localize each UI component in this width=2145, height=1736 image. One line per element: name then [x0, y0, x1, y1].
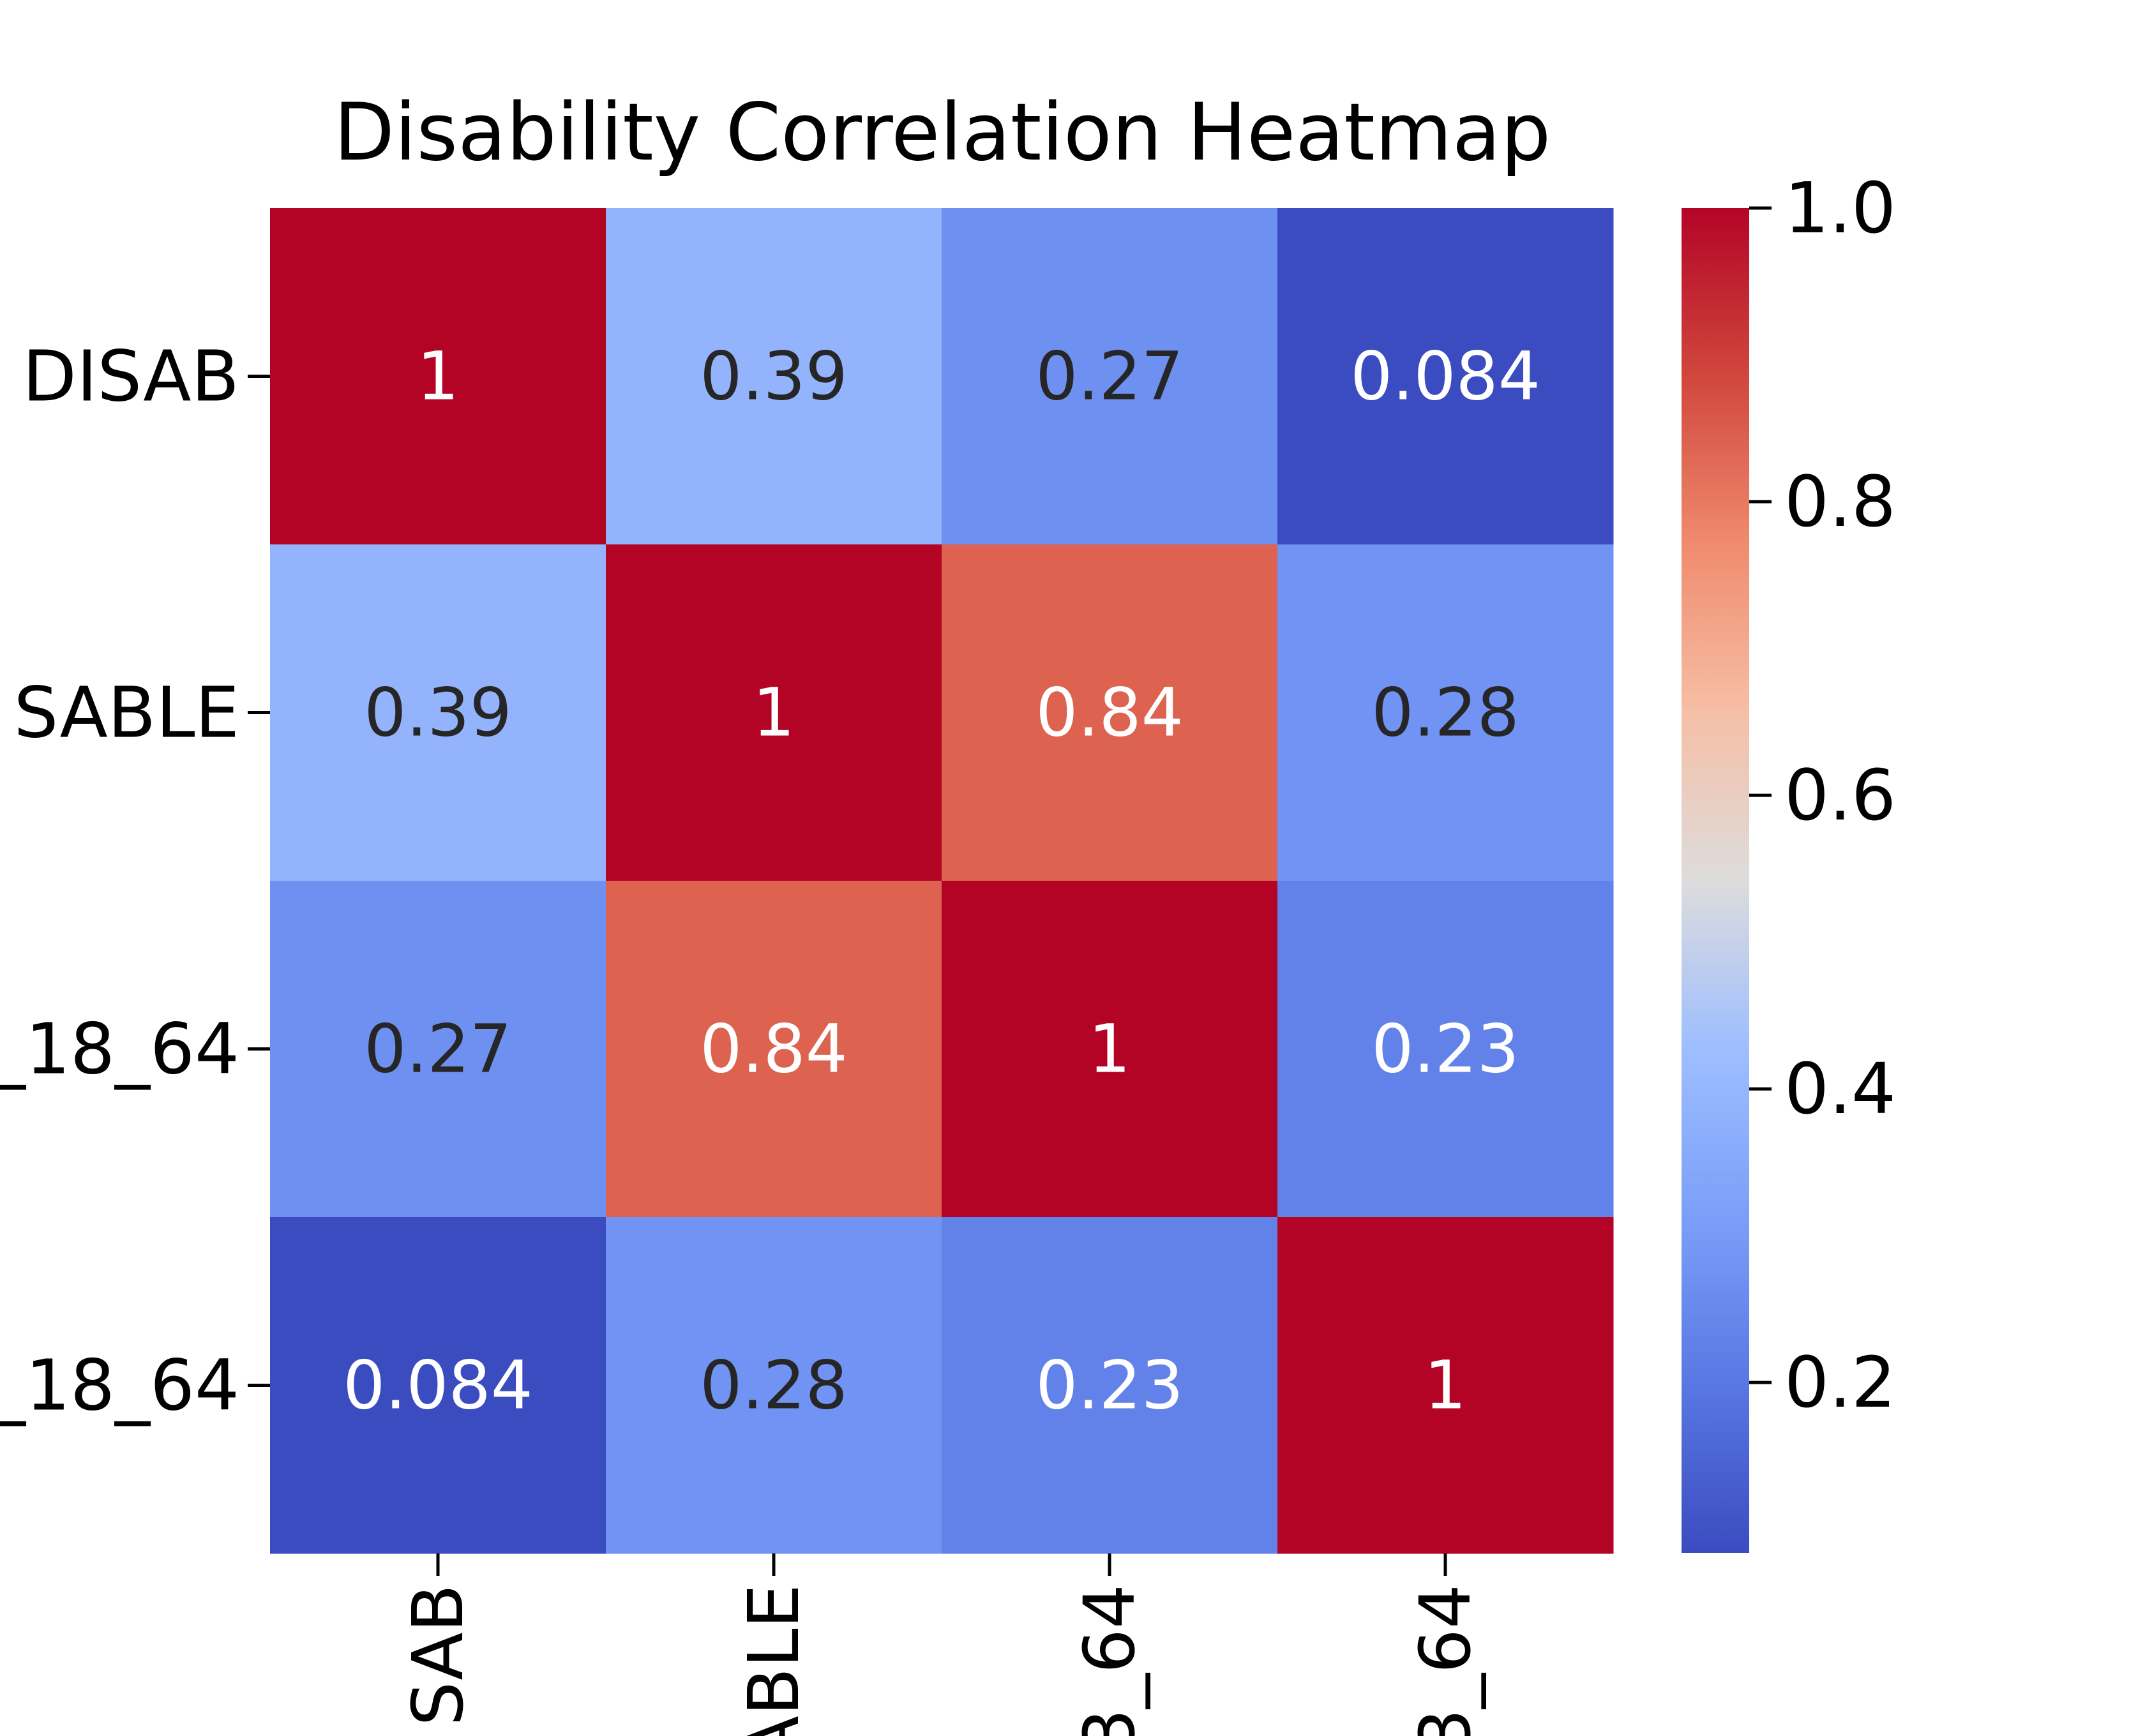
- heatmap-cell: [270, 208, 606, 545]
- heatmap-cell: [942, 544, 1278, 881]
- colorbar: [1682, 208, 1749, 1553]
- heatmap-cell: [942, 881, 1278, 1218]
- heatmap-cell: [270, 544, 606, 881]
- colorbar-ticks: 0.2 0.4 0.6 0.8 1.0: [1749, 167, 1896, 1423]
- heatmap-cell: [1277, 1217, 1614, 1554]
- colorbar-tick-label: 0.6: [1784, 754, 1896, 836]
- x-tick-label: ABLE: [733, 1584, 815, 1736]
- heatmap-cell: [942, 1217, 1278, 1554]
- heatmap-cell: [606, 1217, 942, 1554]
- heatmap-cell: [270, 881, 606, 1218]
- x-tick-label: SAB: [397, 1584, 479, 1726]
- cell-annotation: 0.27: [1035, 338, 1184, 415]
- heatmap-cell: [606, 881, 942, 1218]
- cell-annotation: 0.84: [1035, 674, 1184, 752]
- cell-annotation: 1: [1088, 1010, 1131, 1088]
- y-tick-label: _18_64: [0, 1345, 239, 1426]
- cell-annotation: 0.23: [1371, 1010, 1519, 1088]
- cell-annotation: 0.28: [1371, 674, 1519, 752]
- cell-annotation: 0.39: [700, 338, 848, 415]
- cell-annotations: 1 0.39 0.27 0.084 0.39 1 0.84 0.28 0.27 0.84 1 0.23…: [343, 338, 1540, 1425]
- heatmap-cell: [1277, 881, 1614, 1218]
- cell-annotation: 0.28: [700, 1347, 848, 1425]
- colorbar-tick-label: 1.0: [1784, 167, 1896, 249]
- x-tick-label: 3_64: [1404, 1584, 1486, 1736]
- cell-annotation: 1: [753, 674, 795, 752]
- heatmap-cell: [1277, 208, 1614, 545]
- y-tick-label: _18_64: [0, 1008, 239, 1090]
- heatmap-cell: [606, 208, 942, 545]
- cell-annotation: 0.084: [343, 1347, 533, 1425]
- cell-annotation: 1: [417, 338, 459, 415]
- colorbar-tick-label: 0.4: [1784, 1048, 1896, 1130]
- y-tick-label: DISAB: [22, 336, 239, 417]
- colorbar-tick-label: 0.2: [1784, 1342, 1896, 1423]
- heatmap-cell: [270, 1217, 606, 1554]
- y-axis: DISAB SABLE _18_64 _18_64: [0, 336, 270, 1426]
- cell-annotation: 0.084: [1350, 338, 1540, 415]
- cell-annotation: 0.39: [364, 674, 512, 752]
- cell-annotation: 0.27: [364, 1010, 512, 1088]
- cell-annotation: 1: [1424, 1347, 1466, 1425]
- colorbar-tick-label: 0.8: [1784, 461, 1896, 542]
- cell-annotation: 0.23: [1035, 1347, 1184, 1425]
- heatmap-cell: [606, 544, 942, 881]
- x-tick-label: 3_64: [1069, 1584, 1150, 1736]
- cell-annotation: 0.84: [700, 1010, 848, 1088]
- chart-title: Disability Correlation Heatmap: [334, 87, 1551, 179]
- y-tick-label: SABLE: [14, 672, 239, 754]
- heatmap-cell: [942, 208, 1278, 545]
- x-axis: SAB ABLE 3_64 3_64: [397, 1553, 1486, 1736]
- heatmap-cell: [1277, 544, 1614, 881]
- heatmap-cells: [270, 208, 1614, 1554]
